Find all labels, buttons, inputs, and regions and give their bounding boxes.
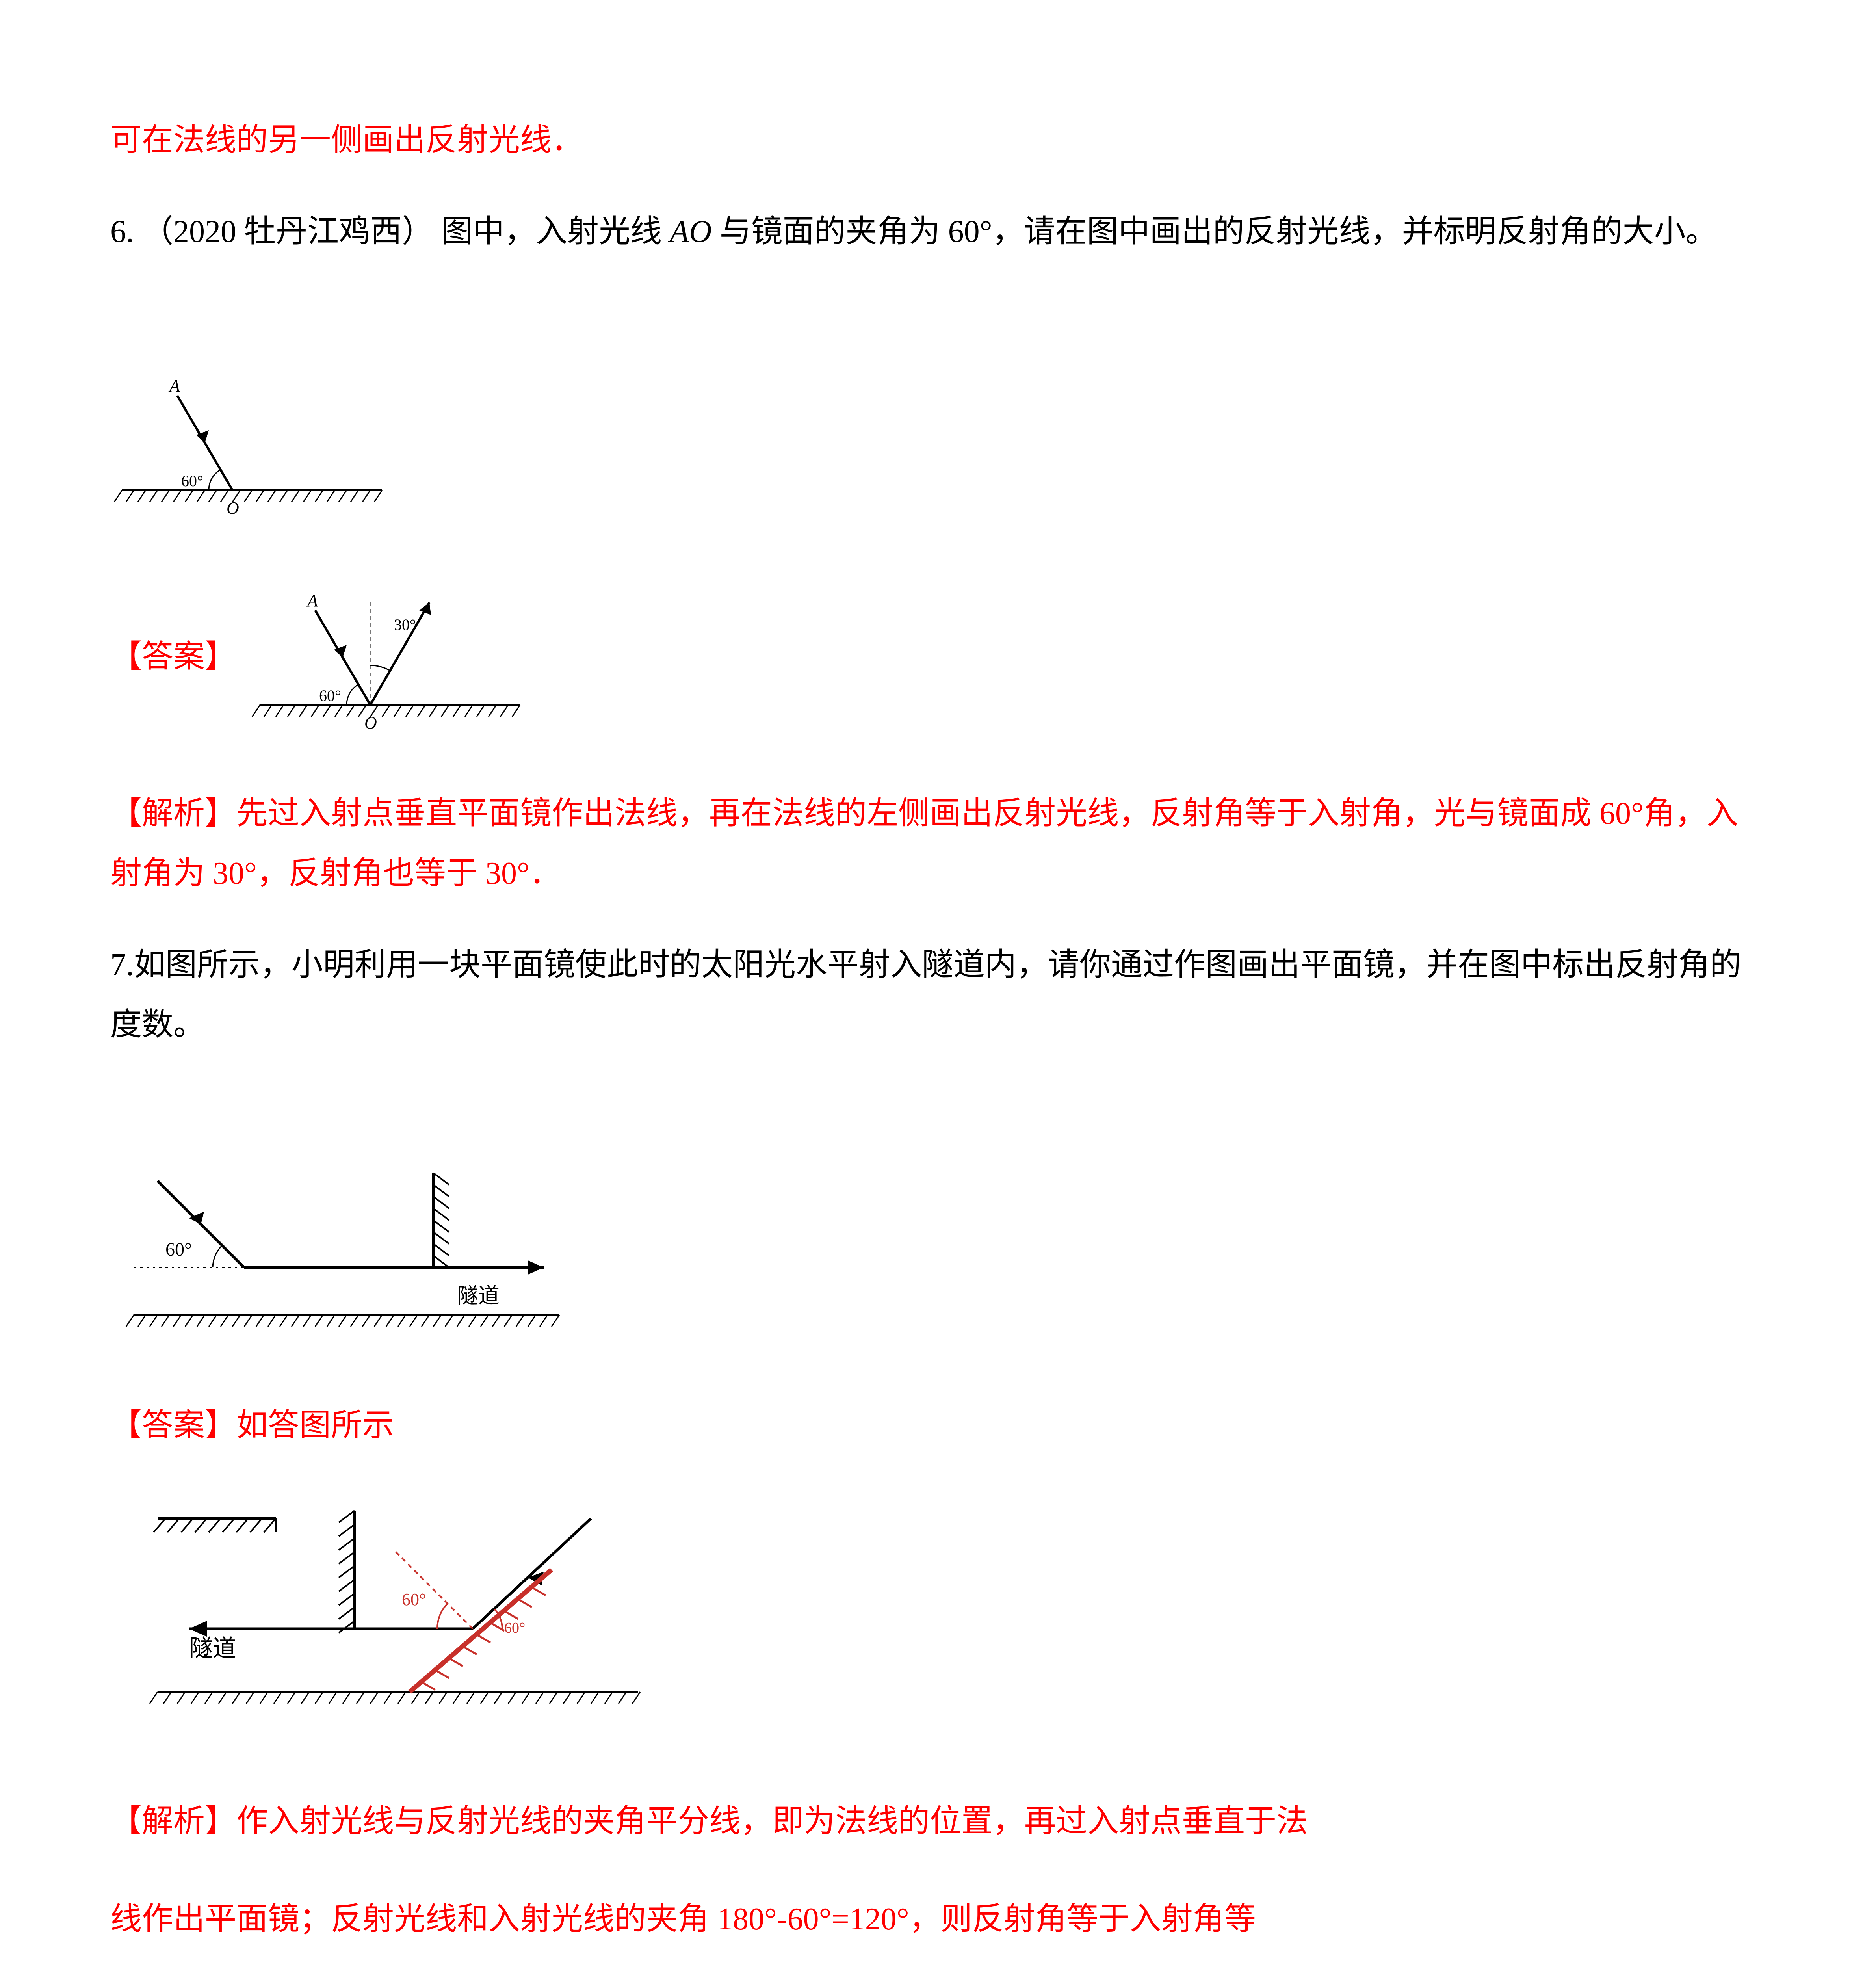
q6-figure-1: A 60° O [110,356,1766,524]
q6-fig1-svg: A 60° O [110,356,394,522]
q7-text: 如图所示，小明利用一块平面镜使此时的太阳光水平射入隧道内，请你通过作图画出平面镜… [110,948,1741,1042]
label-30: 30° [394,616,416,634]
q7-analysis-l1: 作入射光线与反射光线的夹角平分线，即为法线的位置，再过入射点垂直于法 [236,1804,1308,1839]
q7-label-60: 60° [165,1239,192,1260]
q7-fig1-svg: 60° 隧道 [110,1149,583,1346]
label-60-2: 60° [319,687,341,704]
q7-prompt: 7.如图所示，小明利用一块平面镜使此时的太阳光水平射入隧道内，请你通过作图画出平… [110,935,1766,1055]
q7-fig2-label-60b: 60° [504,1620,525,1636]
q6-analysis-text: 先过入射点垂直平面镜作出法线，再在法线的左侧画出反射光线，反射角等于入射角，光与… [110,796,1738,891]
intro-red-text: 可在法线的另一侧画出反射光线． [110,110,1766,170]
q6-analysis-label: 【解析】 [110,796,236,831]
label-60: 60° [181,472,203,490]
q7-number: 7. [110,948,134,982]
q6-analysis: 【解析】先过入射点垂直平面镜作出法线，再在法线的左侧画出反射光线，反射角等于入射… [110,784,1766,903]
label-O: O [227,498,239,518]
label-A2: A [306,591,318,610]
q6-prompt: 6. （2020 牡丹江鸡西） 图中，入射光线 AO 与镜面的夹角为 60°，请… [110,202,1766,262]
q7-answer-text: 如答图所示 [236,1408,394,1443]
hatch-group [114,490,382,502]
q6-source: （2020 牡丹江鸡西） [142,214,433,249]
q6-answer-label: 【答案】 [110,631,236,676]
document-page: 可在法线的另一侧画出反射光线． 6. （2020 牡丹江鸡西） 图中，入射光线 … [0,0,1876,1970]
label-A: A [168,376,180,396]
q7-analysis-label: 【解析】 [110,1804,236,1839]
q7-figure-1: 60° 隧道 [110,1149,1766,1348]
q7-answer-line: 【答案】如答图所示 [110,1396,1766,1455]
q7-label-tunnel: 隧道 [457,1284,500,1308]
q6-answer-row: 【答案】 [110,571,1766,736]
label-O2: O [364,713,377,732]
q7-analysis-1: 【解析】作入射光线与反射光线的夹角平分线，即为法线的位置，再过入射点垂直于法 [110,1780,1766,1862]
q6-fig2-svg: A 60° 30° O [248,571,532,736]
q6-text-b: 与镜面的夹角为 60°，请在图中画出的反射光线，并标明反射角的大小。 [712,214,1717,249]
q6-italic-AO: AO [670,214,712,249]
q7-fig2-label-60a: 60° [402,1590,426,1609]
q7-analysis-2: 线作出平面镜；反射光线和入射光线的夹角 180°-60°=120°，则反射角等于… [110,1878,1766,1960]
q7-fig2-svg: 60° 60° 隧道 [110,1487,662,1731]
q7-figure-2: 60° 60° 隧道 [110,1487,1766,1733]
q7-fig2-label-tunnel: 隧道 [189,1635,236,1661]
q6-number: 6. [110,214,134,249]
q7-answer-label: 【答案】 [110,1408,236,1443]
q6-text-a: 图中，入射光线 [441,214,670,249]
